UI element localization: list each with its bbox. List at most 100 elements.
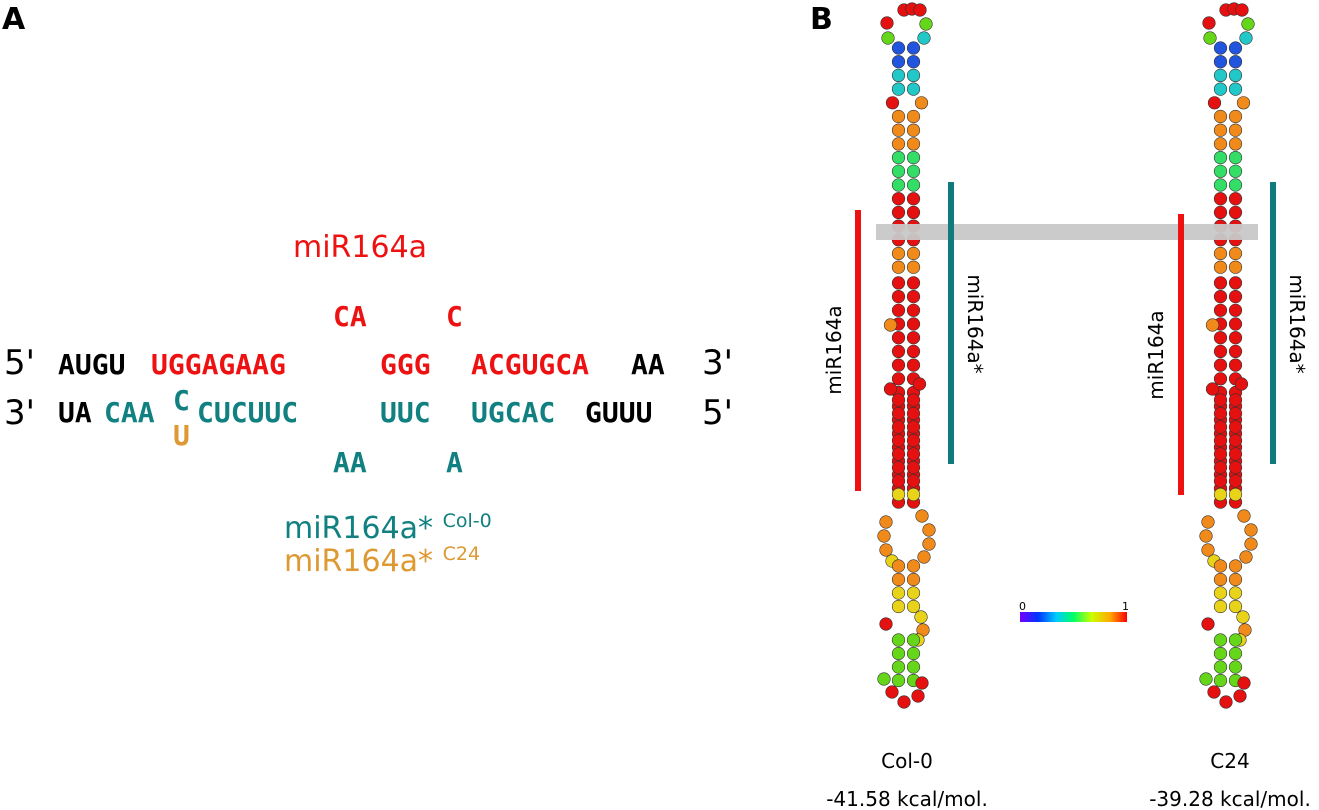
nucleotide-circle: [1205, 318, 1220, 332]
nucleotide-circle: [913, 3, 927, 17]
nucleotide-circle: [906, 276, 921, 290]
nucleotide-circle: [1239, 550, 1253, 564]
nucleotide-circle: [891, 460, 906, 475]
nucleotide-circle: [1228, 41, 1243, 55]
nucleotide-circle: [891, 447, 906, 461]
nucleotide-circle: [906, 303, 921, 317]
nucleotide-circle: [1213, 178, 1228, 192]
panel-a-label: A: [2, 2, 26, 37]
nucleotide-circle: [891, 246, 906, 261]
nucleotide-circle: [1228, 633, 1243, 647]
nucleotide-circle: [885, 685, 899, 699]
nucleotide-circle: [906, 572, 921, 587]
col0-mir164a-star-bar: [948, 182, 954, 464]
nucleotide-circle: [891, 358, 906, 372]
nucleotide-circle: [906, 460, 921, 475]
variant-col0-base: C: [173, 384, 190, 417]
nucleotide-circle: [1228, 192, 1243, 206]
nucleotide-circle: [891, 420, 906, 434]
nucleotide-circle: [1228, 474, 1243, 488]
nucleotide-circle: [1228, 246, 1243, 261]
variant-c24-base: U: [173, 419, 190, 452]
nucleotide-circle: [1213, 109, 1228, 124]
nucleotide-circle: [1213, 137, 1228, 151]
nucleotide-circle: [1213, 331, 1228, 345]
nucleotide-circle: [1234, 377, 1249, 391]
c24-mir164a-star-bar: [1270, 182, 1276, 464]
nucleotide-circle: [877, 672, 891, 686]
bottom-seg-1: UA: [58, 396, 92, 429]
nucleotide-circle: [891, 474, 906, 488]
nucleotide-circle: [906, 660, 921, 674]
nucleotide-circle: [1228, 137, 1243, 151]
nucleotide-circle: [906, 406, 921, 421]
nucleotide-circle: [1213, 260, 1228, 274]
top-seg-5: AA: [631, 348, 665, 381]
top-seg-1: AUGU: [58, 348, 126, 381]
nucleotide-circle: [906, 246, 921, 261]
nucleotide-circle: [891, 572, 906, 587]
nucleotide-circle: [1219, 695, 1233, 709]
bottom-bulge-1: AA: [333, 446, 367, 479]
c24-name: C24: [1210, 749, 1249, 773]
nucleotide-circle: [1228, 178, 1243, 192]
legend-c24-sup: C24: [442, 543, 481, 565]
legend-c24-name: miR164a*: [284, 544, 434, 579]
nucleotide-circle: [1228, 303, 1243, 317]
c24-mir164a-bar: [1178, 214, 1184, 495]
nucleotide-circle: [906, 164, 921, 178]
nucleotide-circle: [906, 151, 921, 165]
nucleotide-circle: [883, 318, 898, 332]
nucleotide-circle: [906, 646, 921, 661]
bottom-seg-4: UUC: [380, 396, 431, 429]
nucleotide-circle: [906, 344, 921, 359]
nucleotide-circle: [1235, 3, 1249, 17]
nucleotide-circle: [906, 633, 921, 647]
nucleotide-circle: [919, 17, 933, 31]
bottom-seg-2: CAA: [104, 396, 155, 429]
nucleotide-circle: [1228, 586, 1243, 600]
nucleotide-circle: [906, 260, 921, 274]
col0-energy: -41.58 kcal/mol.: [826, 787, 988, 810]
nucleotide-circle: [1213, 420, 1228, 434]
nucleotide-circle: [1228, 344, 1243, 359]
nucleotide-circle: [1213, 41, 1228, 55]
nucleotide-circle: [1213, 276, 1228, 290]
top-left-end: 5': [4, 343, 35, 383]
top-seg-3: GGG: [380, 348, 431, 381]
nucleotide-circle: [906, 205, 921, 219]
nucleotide-circle: [1244, 537, 1258, 551]
nucleotide-circle: [1239, 31, 1253, 45]
nucleotide-circle: [1228, 572, 1243, 587]
nucleotide-circle: [891, 137, 906, 151]
nucleotide-circle: [1213, 474, 1228, 488]
nucleotide-circle: [1213, 393, 1228, 407]
nucleotide-circle: [1228, 331, 1243, 345]
col0-mir164a-bar: [855, 210, 861, 491]
bottom-right-end: 5': [702, 393, 733, 433]
nucleotide-circle: [891, 260, 906, 274]
legend-col0-name: miR164a*: [284, 511, 434, 546]
nucleotide-circle: [891, 68, 906, 82]
col0-mir164a-star-label: miR164a*: [963, 274, 987, 373]
nucleotide-circle: [1213, 290, 1228, 304]
nucleotide-circle: [891, 276, 906, 290]
nucleotide-circle: [1228, 290, 1243, 304]
panel-b-label: B: [810, 2, 833, 37]
nucleotide-circle: [1244, 523, 1258, 537]
nucleotide-circle: [1228, 260, 1243, 274]
nucleotide-circle: [891, 559, 906, 573]
nucleotide-circle: [1228, 447, 1243, 461]
nucleotide-circle: [906, 68, 921, 82]
nucleotide-circle: [1228, 82, 1243, 96]
nucleotide-circle: [1213, 344, 1228, 359]
nucleotide-circle: [885, 96, 900, 110]
bottom-seg-6: GUUU: [585, 396, 653, 429]
nucleotide-circle: [1228, 151, 1243, 165]
nucleotide-circle: [1201, 515, 1215, 529]
nucleotide-circle: [1228, 205, 1243, 219]
col0-name: Col-0: [881, 749, 933, 773]
nucleotide-circle: [1241, 17, 1255, 31]
bottom-seg-3: CUCUUC: [197, 396, 299, 429]
nucleotide-circle: [891, 646, 906, 661]
